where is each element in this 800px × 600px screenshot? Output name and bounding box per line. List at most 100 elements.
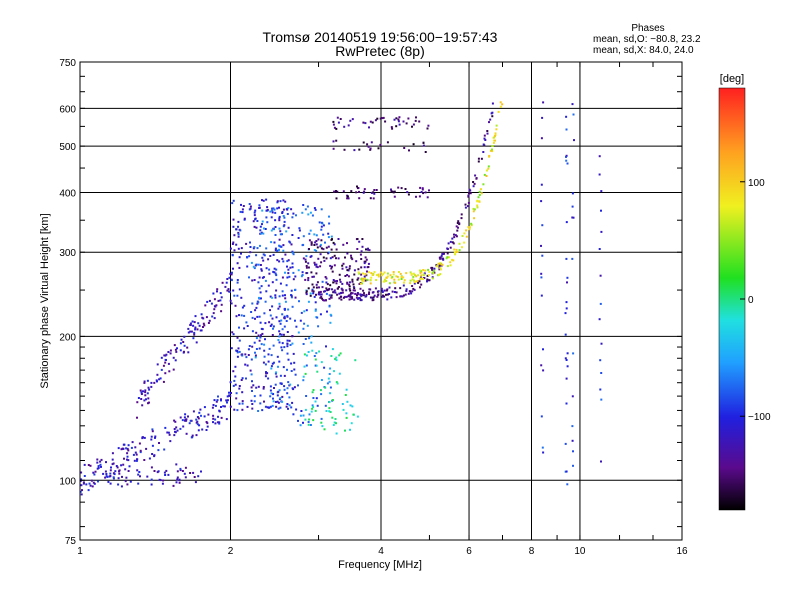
data-point	[370, 141, 373, 144]
data-point	[494, 132, 497, 135]
data-point	[381, 295, 384, 298]
data-point	[265, 371, 267, 374]
data-point	[346, 274, 349, 276]
data-point	[135, 459, 138, 462]
data-point	[382, 273, 385, 276]
data-point	[167, 473, 170, 476]
data-point	[150, 466, 153, 469]
data-point	[303, 322, 306, 325]
data-point	[339, 118, 342, 120]
data-point	[337, 121, 340, 124]
data-point	[478, 190, 481, 193]
data-point	[80, 493, 83, 496]
data-point	[279, 200, 282, 203]
data-point	[600, 372, 603, 374]
data-point	[290, 406, 293, 409]
data-point	[318, 350, 321, 353]
data-point	[356, 278, 359, 281]
data-point	[491, 148, 493, 151]
data-point	[146, 379, 149, 382]
data-point	[337, 238, 340, 240]
data-point	[337, 286, 340, 288]
data-point	[253, 341, 256, 344]
data-point	[303, 365, 306, 368]
data-point	[395, 117, 398, 120]
data-point	[257, 281, 260, 284]
data-point	[252, 247, 255, 250]
data-point	[491, 115, 494, 118]
data-point	[280, 319, 283, 322]
data-point	[346, 400, 349, 403]
data-point	[354, 359, 357, 362]
data-point	[482, 151, 485, 153]
data-point	[315, 286, 318, 289]
data-point	[411, 285, 414, 287]
data-point	[278, 341, 281, 344]
data-point	[349, 295, 352, 298]
data-point	[212, 414, 215, 417]
data-point	[357, 187, 360, 189]
data-point	[284, 253, 287, 256]
data-point	[88, 482, 91, 485]
data-point	[156, 380, 158, 383]
data-point	[325, 277, 328, 280]
data-point	[291, 387, 294, 390]
data-point	[241, 208, 244, 211]
data-point	[139, 475, 141, 478]
data-point	[277, 339, 280, 341]
data-point	[392, 191, 395, 194]
data-point	[250, 373, 253, 376]
data-point	[353, 298, 356, 301]
data-point	[275, 278, 278, 281]
data-point	[189, 330, 192, 333]
data-point	[354, 292, 357, 295]
data-point	[232, 333, 235, 336]
data-point	[273, 241, 276, 244]
data-point	[282, 366, 285, 369]
data-point	[89, 484, 92, 487]
data-point	[278, 238, 281, 241]
data-point	[244, 363, 247, 366]
data-point	[278, 295, 281, 298]
data-point	[293, 386, 296, 389]
data-point	[287, 381, 290, 384]
data-point	[492, 141, 495, 144]
data-point	[362, 121, 365, 124]
data-point	[413, 279, 415, 282]
data-point	[238, 288, 241, 291]
data-point	[129, 480, 132, 483]
data-point	[258, 276, 261, 279]
data-point	[347, 275, 350, 278]
data-point	[206, 425, 209, 428]
data-point	[283, 315, 286, 318]
data-point	[256, 247, 259, 250]
data-point	[383, 289, 386, 292]
data-point	[291, 262, 294, 265]
data-point	[236, 279, 239, 281]
data-point	[356, 292, 359, 294]
data-point	[416, 280, 419, 282]
data-point	[251, 403, 254, 405]
data-point	[229, 405, 232, 408]
data-point	[358, 190, 360, 193]
data-point	[232, 289, 235, 292]
data-point	[390, 296, 393, 299]
data-point	[100, 458, 103, 461]
data-point	[454, 253, 457, 256]
data-point	[345, 416, 348, 419]
data-point	[390, 188, 392, 191]
data-point	[350, 296, 353, 299]
data-point	[214, 404, 217, 407]
data-point	[203, 415, 206, 418]
data-point	[264, 405, 267, 408]
data-point	[419, 286, 421, 289]
data-point	[291, 234, 294, 236]
data-point	[190, 436, 193, 439]
data-point	[238, 402, 241, 405]
data-point	[314, 309, 317, 312]
data-point	[435, 265, 438, 268]
data-point	[279, 282, 282, 285]
data-point	[392, 271, 395, 273]
data-point	[270, 241, 273, 244]
data-point	[285, 320, 288, 322]
